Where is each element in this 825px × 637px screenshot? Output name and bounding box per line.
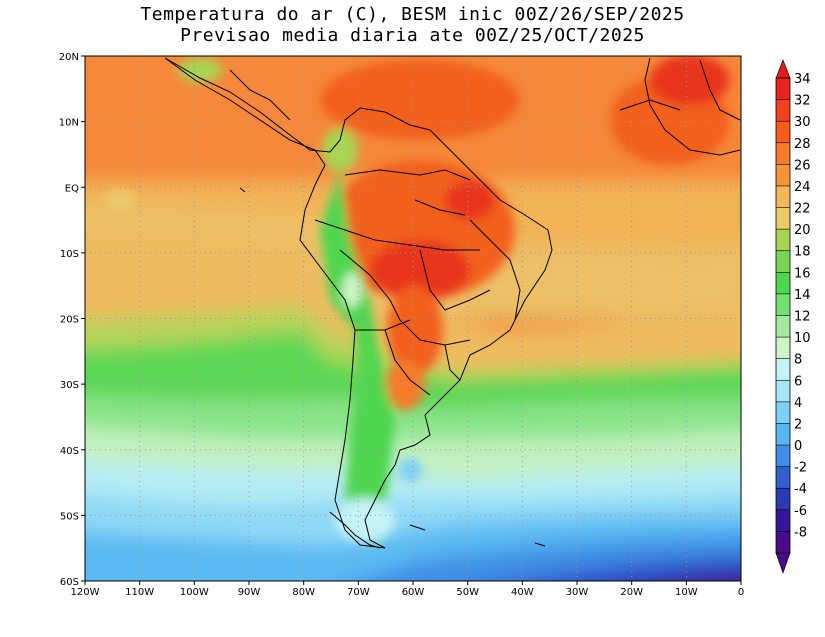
colorbar-label: 14	[794, 288, 811, 303]
colorbar-swatch	[776, 380, 790, 403]
lat-tick-label: 20S	[60, 315, 79, 326]
lon-tick-label: 100W	[180, 587, 209, 598]
temperature-field	[85, 56, 741, 581]
colorbar-label: 0	[794, 439, 802, 454]
lon-tick-label: 10W	[675, 587, 698, 598]
colorbar-swatch	[776, 121, 790, 144]
colorbar-label: 34	[794, 72, 811, 87]
colorbar-swatch	[776, 509, 790, 532]
colorbar-label: 6	[794, 374, 802, 389]
colorbar-bottom-arrow	[775, 552, 791, 574]
colorbar-swatch	[776, 207, 790, 230]
colorbar-swatch	[776, 229, 790, 252]
lon-tick-label: 50W	[456, 587, 479, 598]
colorbar-label: 12	[794, 310, 811, 325]
colorbar-label: 4	[794, 396, 802, 411]
colorbar-swatch	[776, 142, 790, 165]
lon-tick-label: 60W	[402, 587, 425, 598]
colorbar-label: 8	[794, 353, 802, 368]
colorbar-swatch	[776, 272, 790, 295]
lon-tick-label: 40W	[511, 587, 534, 598]
colorbar-top-arrow	[775, 59, 791, 79]
colorbar-swatch	[776, 466, 790, 489]
colorbar-label: 2	[794, 417, 802, 432]
colorbar-swatch	[776, 250, 790, 273]
colorbar-label: -8	[794, 525, 807, 540]
colorbar-label: 20	[794, 223, 811, 238]
colorbar-swatch	[776, 358, 790, 381]
lat-tick-label: 10S	[60, 249, 79, 260]
colorbar-swatch	[776, 401, 790, 424]
colorbar-swatch	[776, 488, 790, 511]
colorbar-swatch	[776, 164, 790, 187]
colorbar-label: 16	[794, 266, 811, 281]
coastlines	[164, 57, 741, 549]
map-subtitle: Previsao media diaria ate 00Z/25/OCT/202…	[180, 25, 645, 46]
colorbar-swatch	[776, 293, 790, 316]
lat-tick-label: 50S	[60, 511, 79, 522]
map-title: Temperatura do ar (C), BESM inic 00Z/26/…	[140, 4, 685, 25]
lat-tick-label: 10N	[59, 118, 79, 129]
lon-tick-label: 120W	[71, 587, 100, 598]
colorbar-swatch	[776, 423, 790, 446]
colorbar-label: -4	[794, 482, 807, 497]
colorbar-label: 22	[794, 202, 811, 217]
colorbar-label: 30	[794, 115, 811, 130]
colorbar-swatch	[776, 337, 790, 359]
lat-tick-label: 40S	[60, 446, 79, 457]
colorbar-label: -2	[794, 461, 807, 476]
lon-tick-label: 90W	[238, 587, 261, 598]
lat-tick-label: 30S	[60, 380, 79, 391]
latitude-axis: 20N 10N EQ 10S 20S 30S 40S 50S 60S	[59, 52, 85, 588]
colorbar-label: 10	[794, 331, 811, 346]
colorbar-label: 24	[794, 180, 811, 195]
longitude-axis: 120W 110W 100W 90W 80W 70W 60W 50W 40W 30W 20W 10W 0	[71, 581, 744, 598]
colorbar-label: 26	[794, 158, 811, 173]
colorbar-label: 28	[794, 137, 811, 152]
colorbar-swatch	[776, 531, 790, 554]
colorbar-swatch	[776, 315, 790, 338]
colorbar-swatch	[776, 78, 790, 100]
lon-tick-label: 0	[738, 587, 744, 598]
lon-tick-label: 70W	[347, 587, 370, 598]
colorbar-label: 32	[794, 94, 811, 109]
lat-tick-label: 20N	[59, 52, 79, 63]
colorbar-swatch	[776, 99, 790, 122]
lat-tick-label: 60S	[60, 577, 79, 588]
lon-tick-label: 80W	[292, 587, 315, 598]
colorbar-label: -6	[794, 504, 807, 519]
colorbar-swatch	[776, 445, 790, 467]
lon-tick-label: 30W	[566, 587, 589, 598]
colorbar-swatch	[776, 185, 790, 208]
lon-tick-label: 20W	[620, 587, 643, 598]
lon-tick-label: 110W	[125, 587, 154, 598]
colorbar-label: 18	[794, 245, 811, 260]
lat-tick-label: EQ	[65, 183, 79, 194]
